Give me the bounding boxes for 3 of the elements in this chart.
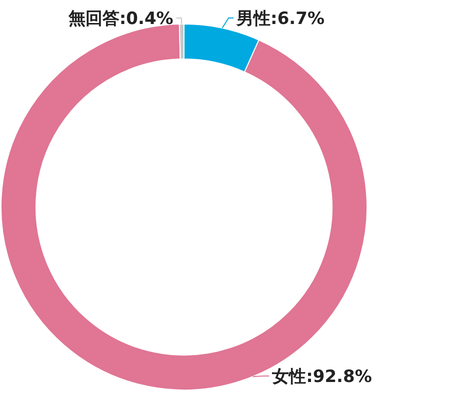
slice-label: 無回答:0.4%	[67, 9, 174, 29]
slice-label: 男性:6.7%	[236, 9, 324, 29]
slice-label: 女性:92.8%	[271, 367, 372, 387]
